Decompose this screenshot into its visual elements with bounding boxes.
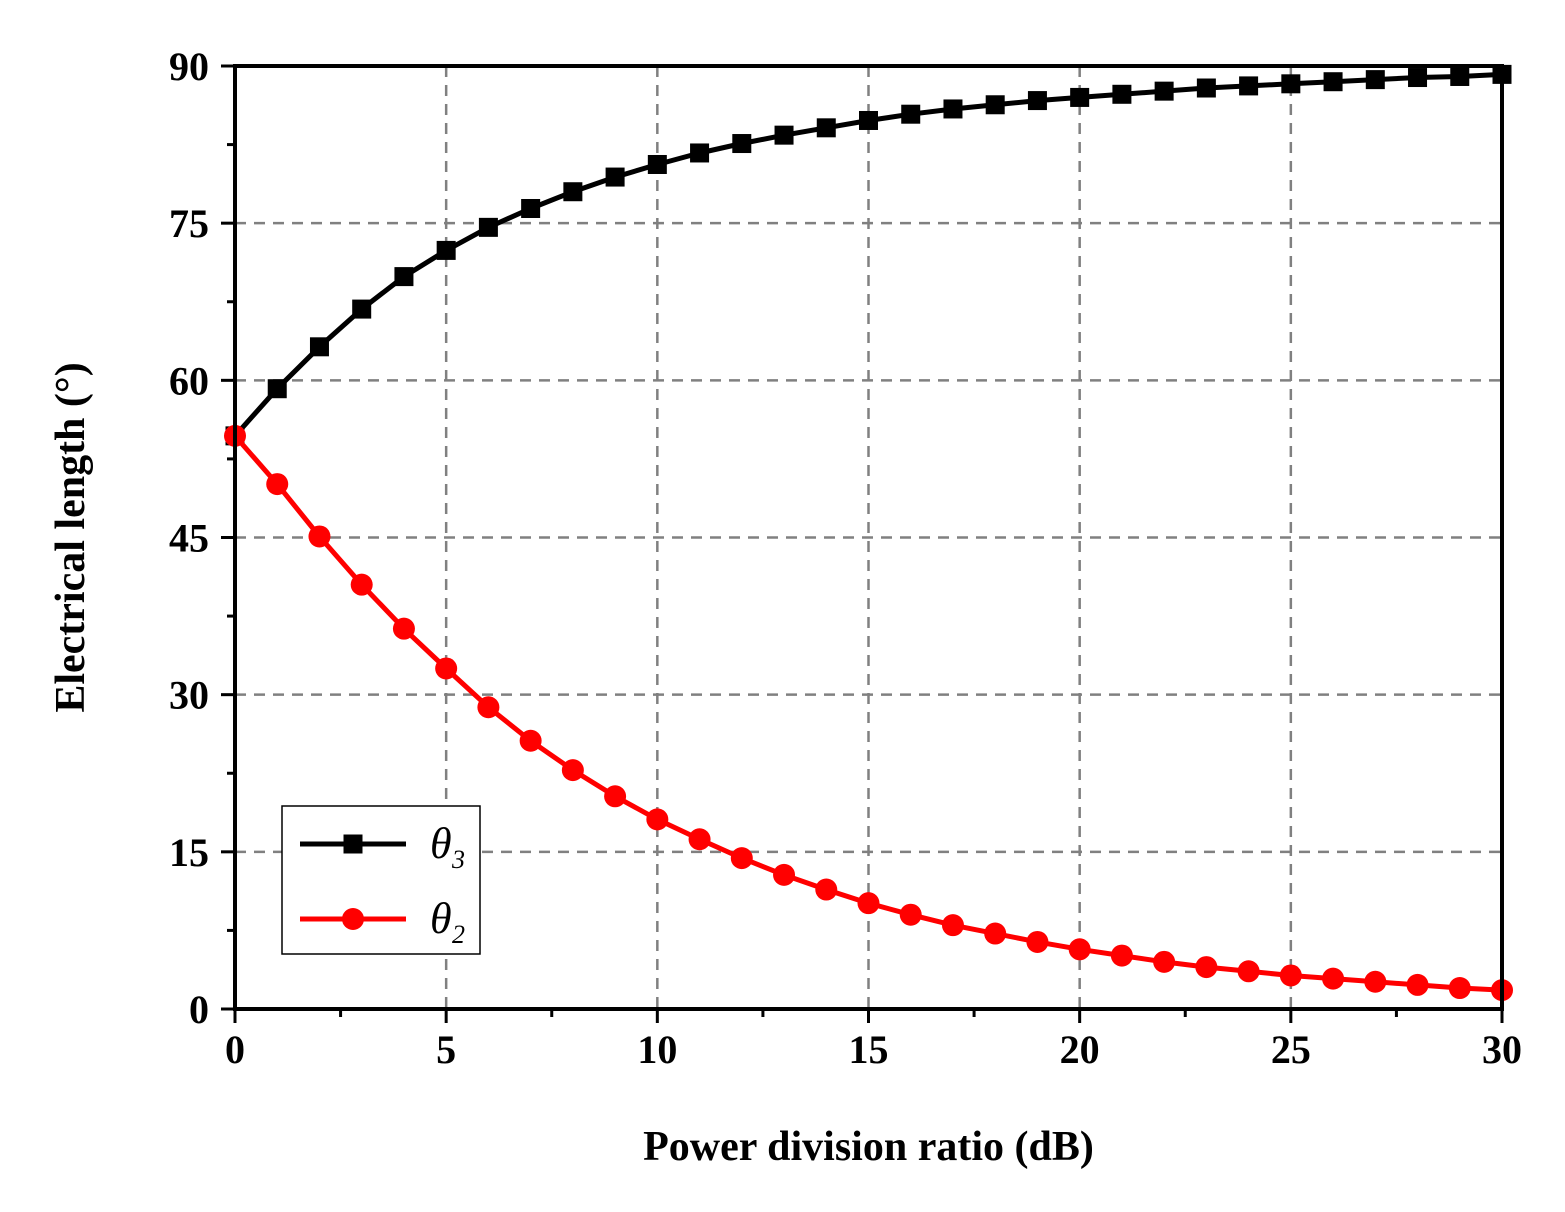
- legend-label-subscript: 3: [451, 845, 465, 874]
- data-point-square: [732, 134, 752, 154]
- x-tick-label: 20: [1060, 1027, 1100, 1072]
- x-tick-label: 5: [436, 1027, 456, 1072]
- data-point-circle: [342, 908, 364, 930]
- data-point-circle: [857, 892, 880, 915]
- legend-label-subscript: 2: [452, 920, 465, 949]
- tick-labels: 0 5 10 15 20 25 30 0 15 30 45 60 75 90: [169, 44, 1522, 1072]
- data-point-square: [1112, 84, 1132, 104]
- x-tick-label: 0: [225, 1027, 245, 1072]
- data-point-square: [478, 217, 498, 237]
- y-tick-label: 75: [169, 201, 209, 246]
- data-point-square: [943, 99, 963, 119]
- data-point-square: [309, 337, 329, 357]
- data-point-square: [394, 267, 414, 287]
- data-point-circle: [1406, 973, 1429, 996]
- data-point-square: [1239, 76, 1259, 96]
- data-point-circle: [984, 922, 1007, 945]
- data-point-circle: [1026, 930, 1049, 953]
- data-point-circle: [435, 657, 458, 680]
- data-point-square: [1070, 87, 1090, 107]
- data-point-square: [1408, 68, 1428, 88]
- y-tick-label: 90: [169, 44, 209, 89]
- x-axis-title: Power division ratio (dB): [643, 1124, 1094, 1170]
- data-point-square: [605, 167, 625, 187]
- grid-lines: [235, 66, 1502, 1009]
- data-point-square: [1281, 74, 1301, 94]
- x-tick-label: 25: [1271, 1027, 1311, 1072]
- data-point-circle: [1448, 977, 1471, 1000]
- data-point-square: [1323, 72, 1343, 92]
- data-point-square: [859, 110, 878, 130]
- data-point-square: [647, 154, 667, 174]
- data-point-circle: [308, 525, 331, 548]
- data-point-circle: [730, 847, 753, 870]
- data-point-circle: [1364, 970, 1387, 993]
- data-point-circle: [688, 828, 711, 851]
- y-tick-label: 15: [169, 830, 209, 875]
- series-square: [225, 64, 1512, 446]
- data-point-square: [343, 834, 363, 854]
- series-circle: [224, 424, 1513, 1002]
- data-point-square: [1450, 66, 1470, 86]
- data-point-square: [690, 143, 710, 163]
- data-point-circle: [561, 759, 584, 782]
- data-point-square: [1027, 91, 1047, 111]
- data-point-square: [901, 104, 921, 124]
- data-point-circle: [604, 785, 627, 808]
- y-tick-label: 60: [169, 358, 209, 403]
- x-tick-label: 30: [1482, 1027, 1522, 1072]
- data-point-square: [774, 125, 794, 145]
- data-point-circle: [646, 808, 669, 831]
- data-point-square: [985, 95, 1005, 115]
- axis-ticks: [221, 64, 1504, 1023]
- data-point-circle: [392, 617, 415, 640]
- data-point-circle: [266, 473, 289, 496]
- data-point-circle: [899, 903, 922, 926]
- x-tick-label: 10: [637, 1027, 677, 1072]
- data-point-circle: [815, 878, 838, 901]
- data-point-square: [352, 299, 372, 319]
- data-point-square: [436, 240, 456, 260]
- data-point-circle: [1322, 967, 1345, 990]
- legend-label: θ: [430, 819, 452, 868]
- y-tick-label: 30: [169, 673, 209, 718]
- data-point-circle: [519, 729, 542, 752]
- legend: θ 3θ 2: [281, 805, 481, 955]
- data-point-circle: [1237, 960, 1260, 983]
- data-point-square: [267, 379, 287, 399]
- legend-label: θ: [430, 894, 452, 943]
- data-point-circle: [1195, 956, 1218, 979]
- data-point-circle: [1110, 944, 1133, 967]
- data-point-circle: [941, 914, 964, 937]
- data-point-square: [521, 198, 541, 218]
- data-point-circle: [350, 573, 373, 596]
- x-tick-label: 15: [849, 1027, 889, 1072]
- y-axis-title: Electrical length (°): [48, 362, 94, 712]
- series-layer: [224, 64, 1513, 1002]
- data-point-circle: [773, 863, 796, 886]
- data-point-square: [563, 182, 583, 202]
- y-tick-label: 45: [169, 516, 209, 561]
- data-point-square: [1365, 70, 1385, 90]
- legend-box: [281, 805, 481, 955]
- data-point-square: [1154, 81, 1174, 101]
- data-point-square: [816, 118, 836, 138]
- data-point-circle: [1279, 964, 1302, 987]
- data-point-circle: [1068, 938, 1091, 961]
- data-point-circle: [477, 696, 500, 719]
- y-tick-label: 0: [189, 987, 209, 1032]
- data-point-square: [1196, 78, 1216, 98]
- data-point-circle: [1153, 950, 1176, 973]
